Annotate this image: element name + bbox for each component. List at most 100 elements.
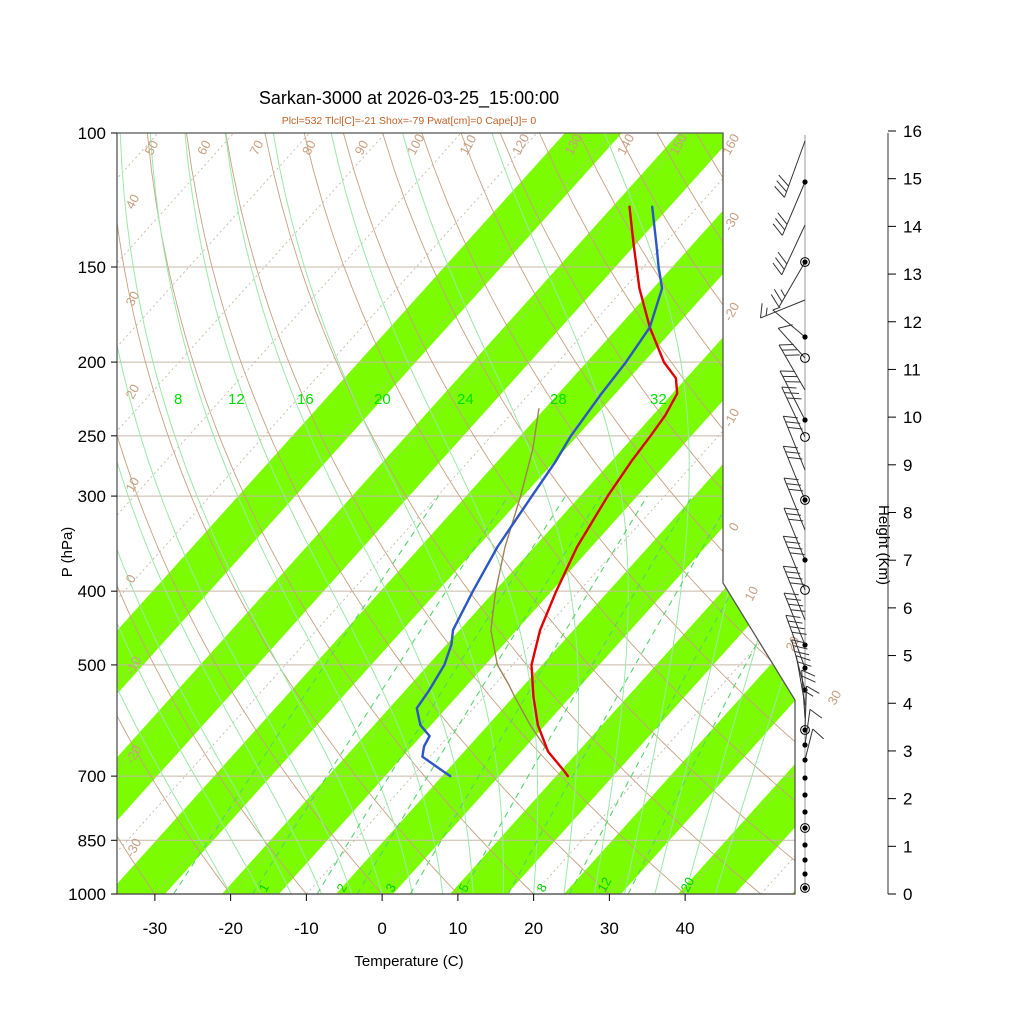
height-tick-label: 12 bbox=[903, 313, 922, 332]
height-tick-label: 10 bbox=[903, 408, 922, 427]
temperature-tick-label: -20 bbox=[218, 919, 243, 938]
wind-level-dot bbox=[802, 885, 808, 891]
height-tick-label: 8 bbox=[903, 504, 912, 523]
wind-level-circle bbox=[800, 823, 810, 833]
isotherm-label-right: 30 bbox=[824, 688, 844, 708]
wind-level-dot bbox=[802, 757, 808, 763]
dry-adiabat-label: 90 bbox=[351, 138, 371, 158]
dry-adiabat-label: 60 bbox=[194, 138, 214, 158]
wind-level-dot bbox=[802, 334, 808, 340]
pressure-tick-label: 500 bbox=[78, 656, 106, 675]
wind-barb bbox=[774, 140, 806, 198]
wind-barb bbox=[802, 871, 808, 877]
wind-barb bbox=[802, 842, 808, 848]
moist-adiabat-label: 20 bbox=[374, 391, 391, 408]
wind-level-dot bbox=[802, 727, 808, 733]
dry-adiabat-label: 80 bbox=[299, 138, 319, 158]
wind-barb bbox=[802, 809, 808, 815]
height-tick-label: 1 bbox=[903, 837, 912, 856]
wind-barb bbox=[783, 507, 808, 563]
height-tick-label: 7 bbox=[903, 551, 912, 570]
mixing-ratio-label: 12 bbox=[594, 875, 614, 895]
pressure-tick-label: 400 bbox=[78, 582, 106, 601]
wind-level-dot bbox=[802, 842, 808, 848]
pressure-axis-title: P (hPa) bbox=[59, 527, 76, 578]
parcel-trace bbox=[490, 408, 569, 777]
height-axis-title: Height (Km) bbox=[875, 505, 892, 585]
wind-barb bbox=[772, 224, 806, 276]
temperature-tick-label: -10 bbox=[294, 919, 319, 938]
pressure-tick-label: 1000 bbox=[68, 885, 106, 904]
wind-barb bbox=[802, 857, 808, 863]
wind-level-dot bbox=[802, 742, 808, 748]
isotherm-label-left: 20 bbox=[122, 382, 142, 402]
moist-adiabat-label: 12 bbox=[228, 391, 245, 408]
wind-level-circle bbox=[800, 432, 810, 442]
wind-level-dot bbox=[802, 775, 808, 781]
pressure-tick-label: 100 bbox=[78, 124, 106, 143]
wind-barb bbox=[800, 883, 810, 893]
wind-level-circle bbox=[800, 495, 810, 505]
wind-barb bbox=[777, 324, 810, 363]
wind-barb bbox=[802, 708, 823, 748]
wind-level-dot bbox=[802, 809, 808, 815]
wind-level-circle bbox=[800, 883, 810, 893]
pressure-tick-label: 850 bbox=[78, 831, 106, 850]
pressure-axis: 100 150 200 250 300 400 500 700 850 1000 bbox=[68, 124, 117, 904]
height-tick-label: 15 bbox=[903, 170, 922, 189]
isobar-gridlines bbox=[117, 133, 795, 894]
wind-barb bbox=[759, 299, 806, 319]
temperature-tick-label: -30 bbox=[143, 919, 168, 938]
wind-barb bbox=[801, 669, 816, 719]
temperature-tick-label: 20 bbox=[524, 919, 543, 938]
wind-level-dot bbox=[802, 871, 808, 877]
wind-barb-column bbox=[759, 135, 824, 893]
page-title: Sarkan-3000 at 2026-03-25_15:00:00 bbox=[259, 88, 559, 109]
height-tick-label: 0 bbox=[903, 885, 912, 904]
wind-level-circle bbox=[800, 257, 810, 267]
height-tick-label: 13 bbox=[903, 265, 922, 284]
temperature-axis: -30 -20 -10 0 10 20 30 40 bbox=[117, 893, 795, 938]
height-tick-label: 11 bbox=[903, 360, 921, 379]
wind-level-dot bbox=[802, 857, 808, 863]
wind-level-dot bbox=[802, 179, 808, 185]
height-tick-label: 5 bbox=[903, 647, 912, 666]
pressure-tick-label: 200 bbox=[78, 353, 106, 372]
temperature-tick-label: 40 bbox=[676, 919, 695, 938]
moist-adiabat-label: 8 bbox=[174, 391, 182, 408]
wind-level-circle bbox=[800, 353, 810, 363]
wind-barb bbox=[783, 477, 806, 531]
wind-barb bbox=[802, 775, 808, 781]
height-tick-label: 14 bbox=[903, 217, 922, 236]
wind-barb bbox=[782, 535, 810, 595]
wind-level-dot bbox=[802, 497, 808, 503]
wind-level-dot bbox=[802, 417, 808, 423]
moist-adiabat-label: 32 bbox=[650, 391, 667, 408]
temperature-tick-label: 10 bbox=[448, 919, 467, 938]
mixing-ratio-lines bbox=[173, 495, 795, 894]
height-tick-label: 16 bbox=[903, 122, 922, 141]
wind-barb bbox=[772, 179, 808, 236]
height-tick-label: 4 bbox=[903, 694, 912, 713]
subtitle-stats: Plcl=532 Tlcl[C]=-21 Shox=-79 Pwat[cm]=0… bbox=[282, 115, 537, 127]
isotherm-label-left: 40 bbox=[122, 192, 142, 212]
dry-adiabat-label: 50 bbox=[141, 138, 161, 158]
wind-barb bbox=[778, 344, 806, 391]
pressure-tick-label: 250 bbox=[78, 427, 106, 446]
pressure-tick-label: 300 bbox=[78, 487, 106, 506]
isotherm-label-left: 10 bbox=[122, 475, 142, 495]
wind-barb bbox=[802, 792, 808, 798]
moist-adiabat-label: 28 bbox=[550, 391, 567, 408]
wind-barb bbox=[783, 592, 808, 648]
height-tick-label: 3 bbox=[903, 742, 912, 761]
height-tick-label: 6 bbox=[903, 599, 912, 618]
wind-barb bbox=[802, 728, 824, 763]
wind-level-circle bbox=[800, 725, 810, 735]
wind-level-dot bbox=[802, 665, 808, 671]
wind-barb bbox=[785, 614, 808, 671]
sounding-profiles bbox=[415, 205, 679, 778]
isotherm-label-left: 30 bbox=[122, 289, 142, 309]
wind-level-circle bbox=[800, 585, 810, 595]
